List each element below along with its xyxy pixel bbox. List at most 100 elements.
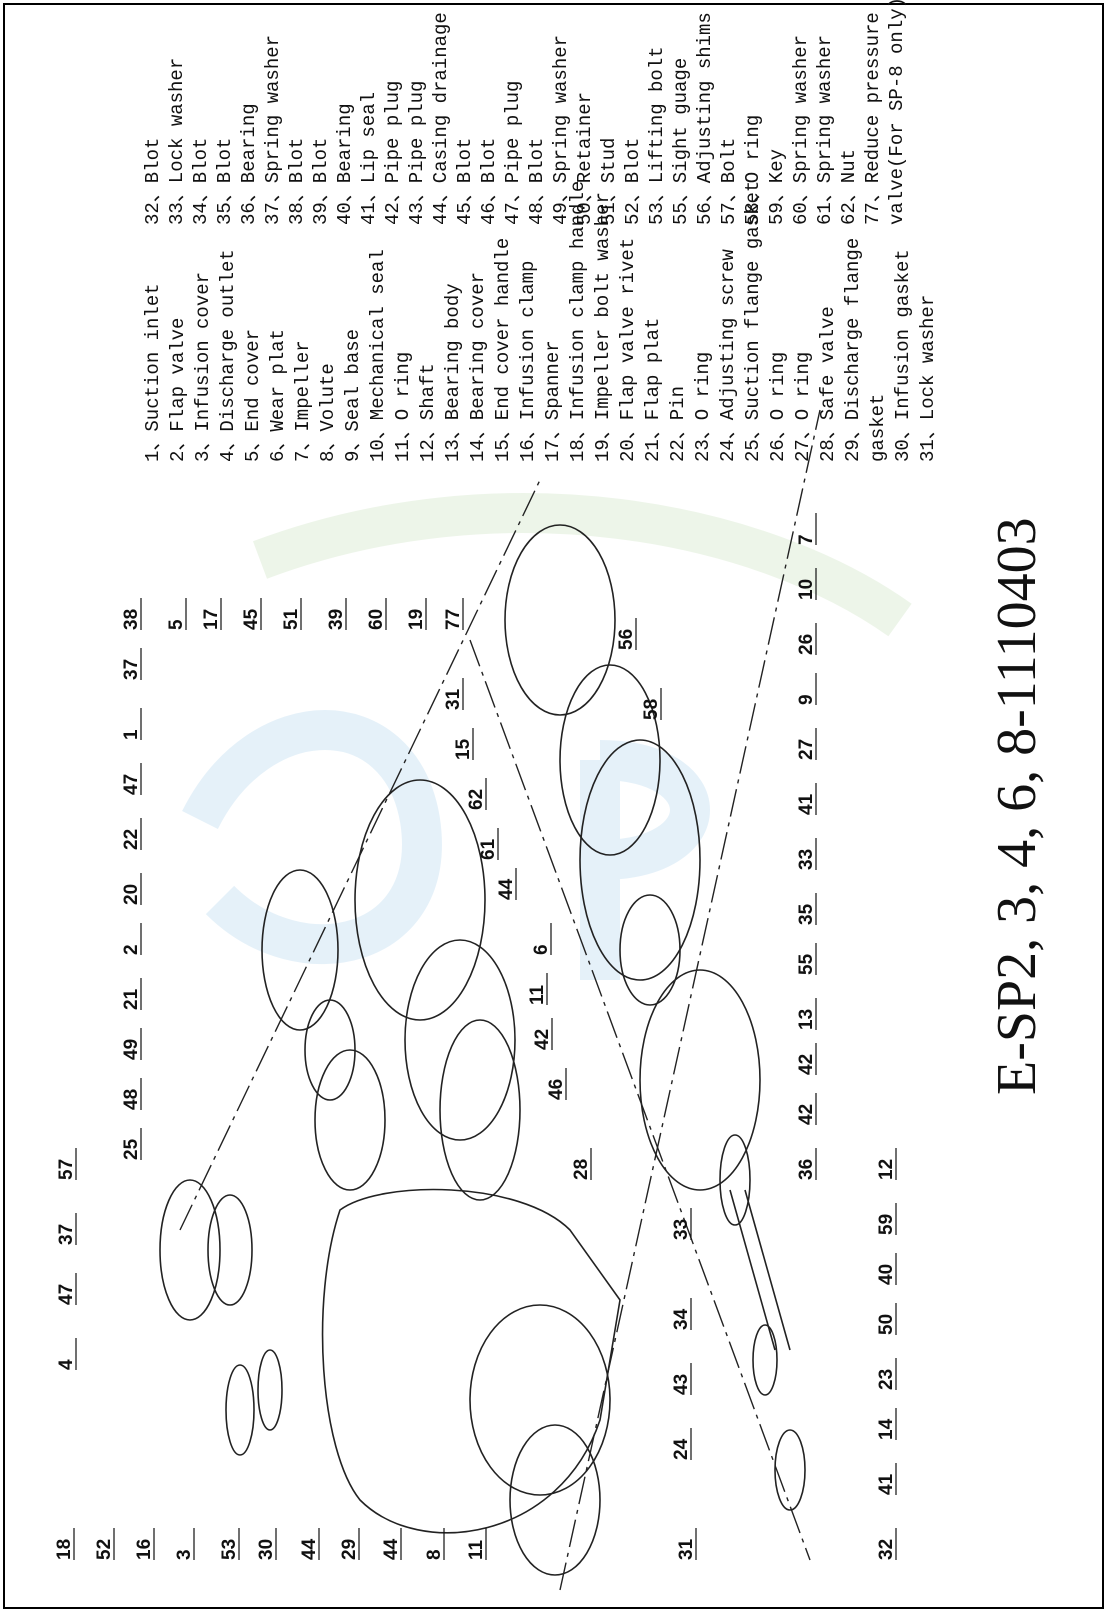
parts-list-item: 7、Impeller (292, 340, 314, 462)
callout-number: 19 (406, 609, 427, 630)
callout-number: 37 (121, 659, 142, 680)
parts-list-item: 28、Safe valve (817, 306, 839, 462)
parts-list-item: 43、Pipe plug (406, 81, 428, 225)
parts-list-item: 19、Impeller bolt washer (592, 192, 614, 462)
parts-list-item: 5、End cover (242, 329, 264, 462)
callout-number: 55 (796, 953, 817, 975)
discharge-flange (207, 1194, 253, 1306)
callout-number: 17 (201, 609, 222, 630)
parts-list-item: 46、Blot (478, 138, 500, 225)
parts-list-item: 51、Stud (598, 138, 620, 225)
parts-list-item: 32、Blot (142, 138, 164, 225)
callout-number: 32 (876, 1539, 897, 1560)
parts-list-item: 22、Pin (667, 386, 689, 462)
callout-number: 4 (56, 1359, 77, 1370)
parts-list-item: 47、Pipe plug (502, 81, 524, 225)
callout-number: 11 (527, 984, 548, 1005)
callout-number: 49 (121, 1039, 142, 1060)
parts-list-item: 17、Spanner (542, 340, 564, 462)
callout-number: 18 (54, 1539, 75, 1560)
callout-number: 50 (876, 1314, 897, 1335)
callout-number: 20 (121, 884, 142, 905)
callout-number: 38 (121, 609, 142, 630)
parts-list-item: 53、Lifting bolt (646, 46, 668, 225)
callout-number: 44 (496, 878, 517, 900)
callout-number: 16 (134, 1539, 155, 1560)
parts-list-item: 61、Spring washer (814, 35, 836, 225)
callout-number: 41 (796, 793, 817, 815)
callout-number: 46 (546, 1079, 567, 1100)
parts-list-item: 62、Nut (838, 149, 860, 225)
parts-list-item: 56、Adjusting shims (694, 12, 716, 225)
callout-number: 60 (366, 609, 387, 630)
callout-number: 26 (796, 634, 817, 655)
parts-list-item: 58、O ring (742, 115, 764, 225)
callout-number: 7 (796, 534, 817, 545)
parts-list-item: 27、O ring (792, 352, 814, 462)
callout-number: 33 (671, 1219, 692, 1240)
parts-list-item: 20、Flap valve rivet (617, 238, 639, 462)
discharge-flange (159, 1179, 221, 1321)
bearing (752, 1324, 778, 1396)
callout-number: 28 (571, 1159, 592, 1180)
callout-number: 25 (121, 1138, 142, 1160)
parts-list-item: 18、Infusion clamp handle (567, 181, 589, 462)
callout-number: 27 (796, 739, 817, 760)
bearing (719, 1134, 751, 1226)
callout-number: 42 (532, 1029, 553, 1050)
callout-number: 44 (381, 1538, 402, 1560)
o-ring (509, 1424, 601, 1576)
callout-number: 8 (424, 1549, 445, 1560)
callout-number: 21 (121, 988, 142, 1010)
infusion-gasket (225, 1364, 255, 1456)
parts-list-item: 2、Flap valve (167, 318, 189, 462)
callout-number: 29 (339, 1539, 360, 1560)
wear-plate (404, 939, 516, 1141)
callout-number: 62 (466, 789, 487, 810)
callout-number: 37 (56, 1224, 77, 1245)
callout-number: 11 (466, 1539, 487, 1560)
parts-list-item: 15、End cover handle (492, 238, 514, 462)
callout-number: 77 (443, 609, 464, 630)
assembly-axis (559, 409, 821, 1591)
callout-number: 14 (876, 1418, 897, 1440)
parts-list-item: 41、Lip seal (358, 92, 380, 225)
parts-list-item: 40、Bearing (334, 103, 356, 225)
callout-number: 12 (876, 1159, 897, 1180)
callout-number: 15 (453, 738, 474, 760)
callout-number: 3 (174, 1549, 195, 1560)
parts-list-item: 30、Infusion gasket (892, 249, 914, 462)
parts-list-item: 57、Bolt (718, 138, 740, 225)
o-ring (439, 1019, 521, 1201)
parts-list-item: 37、Spring washer (262, 35, 284, 225)
parts-list-item: 49、Spring washer (550, 35, 572, 225)
parts-list-item: 34、Blot (190, 138, 212, 225)
drawing-title: E-SP2, 3, 4, 6, 8-1110403 (986, 517, 1048, 1095)
parts-list-item: 52、Blot (622, 138, 644, 225)
callout-number: 2 (121, 944, 142, 955)
callout-number: 39 (326, 609, 347, 630)
parts-list-item: 33、Lock washer (166, 58, 188, 225)
parts-list-item: 13、Bearing body (442, 283, 464, 462)
callout-number: 48 (121, 1089, 142, 1110)
volute (321, 1188, 621, 1534)
callout-number: 36 (796, 1159, 817, 1180)
callout-number: 44 (299, 1538, 320, 1560)
parts-list-item: 31、Lock washer (917, 295, 939, 462)
parts-list-item: 39、Blot (310, 138, 332, 225)
parts-list-item: 36、Bearing (238, 103, 260, 225)
callout-number: 43 (671, 1374, 692, 1395)
parts-list-item: 16、Infusion clamp (517, 261, 539, 462)
callout-number: 52 (94, 1539, 115, 1560)
callout-number: 61 (478, 838, 499, 860)
callout-number: 9 (796, 694, 817, 705)
assembly-axis (469, 639, 811, 1561)
callout-number: 24 (671, 1438, 692, 1460)
parts-list-item: 59、Key (766, 149, 788, 225)
callout-number: 31 (676, 1538, 697, 1560)
callout-number: 30 (256, 1539, 277, 1560)
parts-list-item: 9、Seal base (342, 329, 364, 462)
parts-list-item: 11、O ring (392, 352, 414, 462)
callout-number: 58 (641, 699, 662, 720)
